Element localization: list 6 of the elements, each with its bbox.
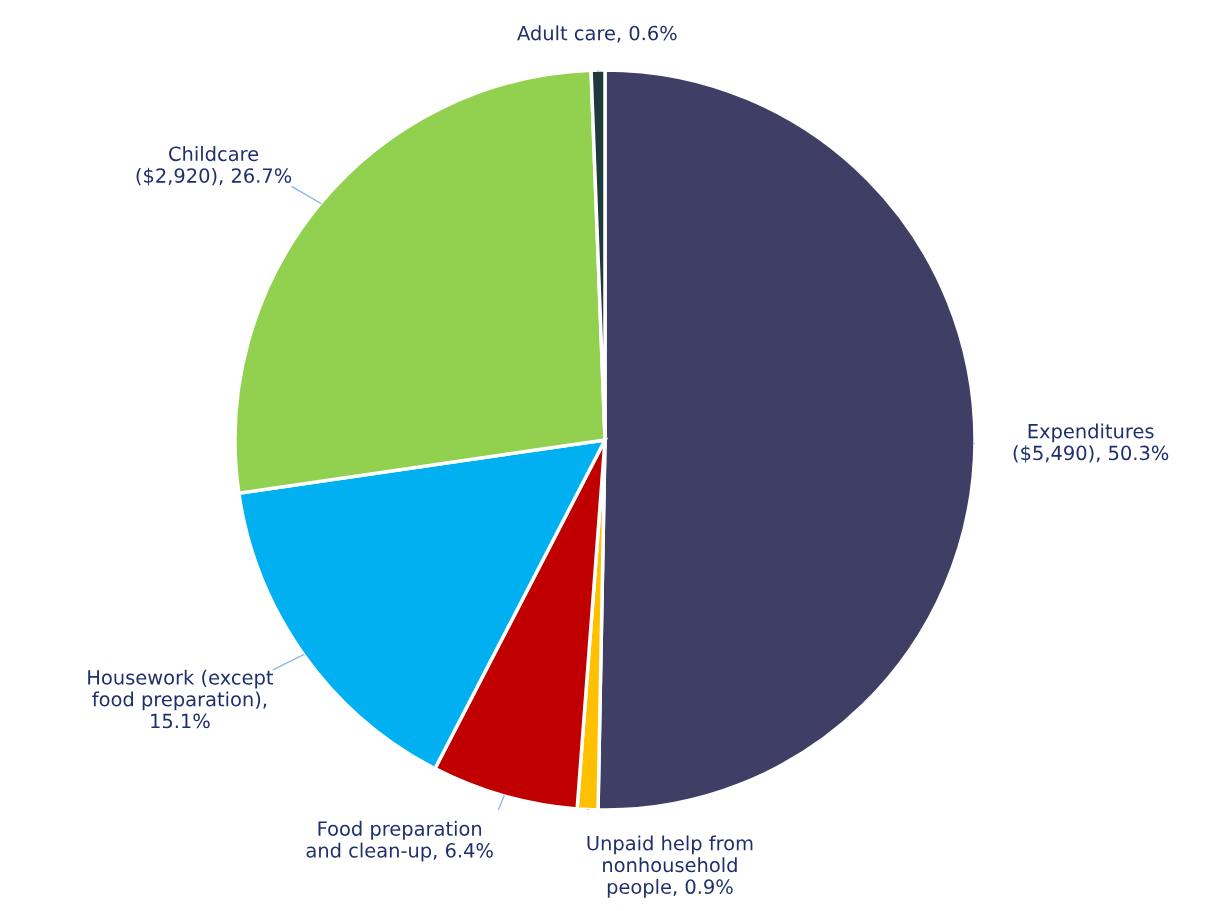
slice-label: Housework (except food preparation), 15.1% [88,669,274,729]
slice-label: Adult care, 0.6% [517,25,677,43]
slice-label: Food preparation and clean-up, 6.4% [306,820,493,862]
slice-label: Childcare ($2,920), 26.7% [136,146,292,186]
slice-label: Unpaid help from nonhousehold people, 0.9% [587,835,753,898]
slice-label: Expenditures ($5,490), 50.3% [1013,423,1169,463]
